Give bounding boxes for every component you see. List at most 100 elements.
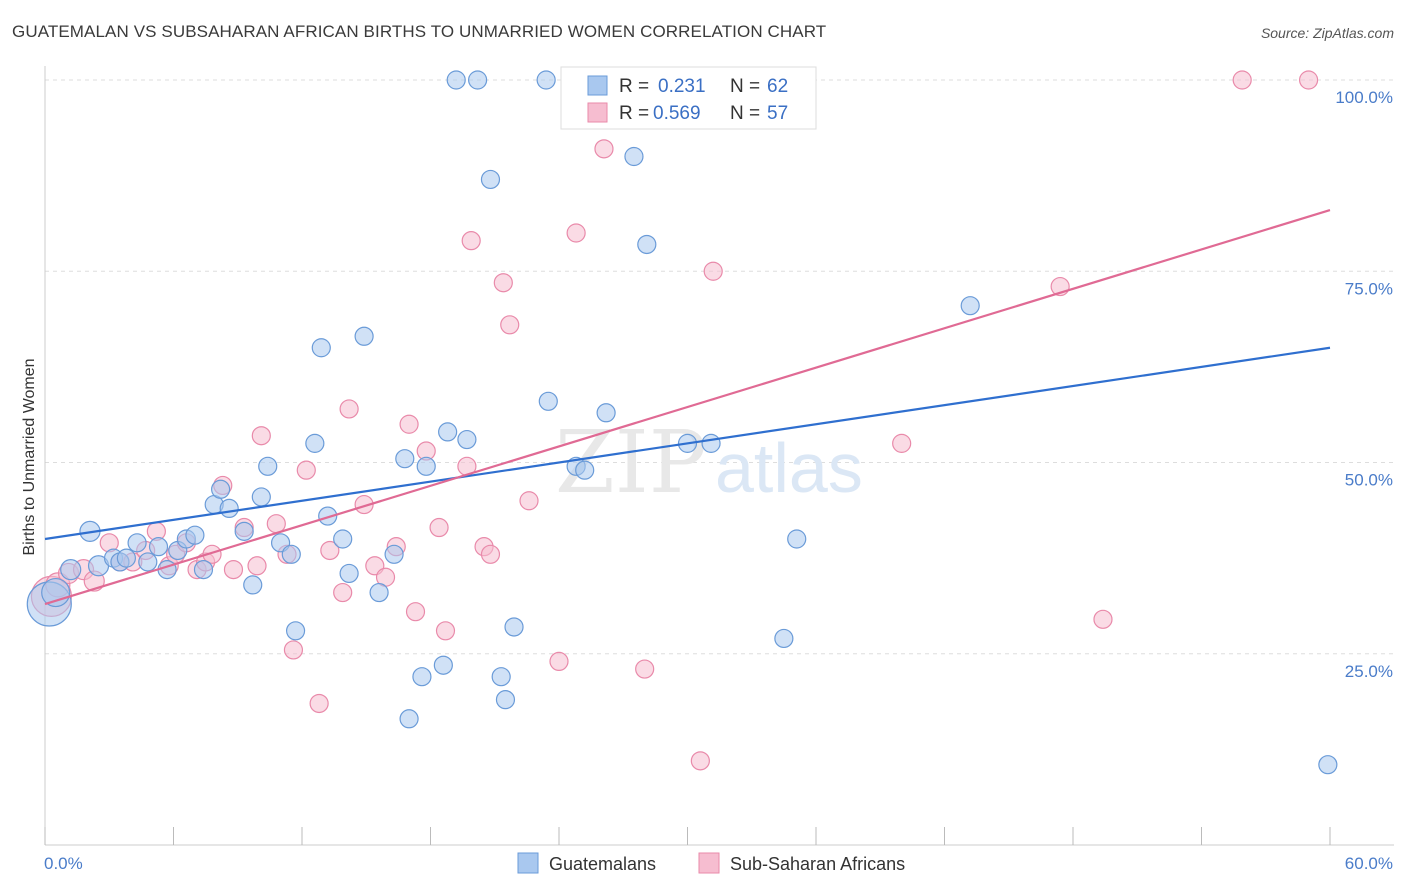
guatemalan-point xyxy=(211,479,231,499)
legend-r-label-1: R = xyxy=(619,76,649,97)
x-tick-label-min: 0.0% xyxy=(44,854,83,873)
guatemalan-point xyxy=(457,429,477,450)
guatemalan-point xyxy=(412,667,432,687)
sub-saharan-point xyxy=(1298,70,1319,90)
y-axis-label: Births to Unmarried Women xyxy=(21,358,38,555)
sub-saharan-point xyxy=(703,261,723,281)
guatemalan-point xyxy=(243,575,263,595)
legend-n-label-1: N = xyxy=(730,76,760,97)
legend-r-label-2: R = xyxy=(619,103,649,124)
guatemalan-point xyxy=(596,403,616,423)
sub-saharan-point xyxy=(429,517,449,538)
guatemalan-point xyxy=(433,655,453,675)
sub-saharan-point xyxy=(1232,70,1252,90)
guatemalan-point xyxy=(438,422,458,442)
sub-saharan-point xyxy=(519,491,539,511)
guatemalan-point xyxy=(495,690,516,710)
guatemalan-point xyxy=(138,552,158,572)
axes xyxy=(44,66,1394,846)
y-tick-label: 50.0% xyxy=(1345,471,1393,490)
guatemalan-point xyxy=(311,338,331,358)
tick-labels: 25.0% 50.0% 75.0% 100.0% 0.0% 60.0% xyxy=(44,88,1393,873)
guatemalan-point xyxy=(333,529,353,549)
source-label: Source: ZipAtlas.com xyxy=(1260,25,1394,41)
guatemalan-point xyxy=(305,433,325,453)
trend-line-sub-saharan xyxy=(44,208,1331,606)
guatemalan-point xyxy=(787,529,807,549)
legend-swatch-sub-saharan xyxy=(587,102,608,123)
guatemalan-point xyxy=(234,521,254,541)
sub-saharan-point xyxy=(566,223,586,243)
guatemalan-point xyxy=(504,617,524,637)
sub-saharan-point xyxy=(1093,609,1113,629)
legend-n-value-sub-saharan: 57 xyxy=(767,103,788,124)
sub-saharan-point xyxy=(320,540,340,561)
sub-saharan-point xyxy=(309,693,329,714)
sub-saharan-point xyxy=(549,651,569,672)
guatemalan-point xyxy=(491,667,511,687)
guatemalan-point xyxy=(384,544,404,564)
guatemalan-point xyxy=(285,621,306,641)
guatemalan-point xyxy=(774,628,794,649)
guatemalan-point xyxy=(60,558,82,581)
trend-line-guatemalans xyxy=(44,346,1331,541)
sub-saharan-point xyxy=(461,231,481,251)
y-tick-label: 75.0% xyxy=(1345,279,1393,298)
guatemalan-point xyxy=(185,525,205,545)
legend-box: R = 0.231 N = 62 R = 0.569 N = 57 xyxy=(560,66,817,130)
guatemalan-point xyxy=(637,234,657,255)
guatemalan-point xyxy=(339,563,359,584)
watermark-atlas: atlas xyxy=(715,429,863,507)
sub-saharan-point xyxy=(435,621,456,641)
sub-saharan-point xyxy=(339,399,359,419)
guatemalan-point xyxy=(960,296,980,316)
bottom-legend-swatch-guatemalans xyxy=(517,852,539,874)
guatemalan-point xyxy=(468,70,488,90)
sub-saharan-point xyxy=(283,640,304,660)
guatemalan-point xyxy=(416,456,436,476)
sub-saharan-point xyxy=(892,433,912,453)
sub-saharan-point xyxy=(247,556,267,576)
guatemalan-point xyxy=(1318,755,1338,775)
sub-saharan-point xyxy=(333,582,353,603)
sub-saharan-point xyxy=(251,426,271,446)
legend-swatch-guatemalans xyxy=(587,75,608,96)
guatemalan-point xyxy=(251,487,271,507)
grid-lines xyxy=(45,79,1394,655)
trend-lines xyxy=(44,208,1331,606)
legend-r-value-sub-saharan: 0.569 xyxy=(653,103,701,124)
sub-saharan-point xyxy=(296,460,316,480)
x-tick-label-max: 60.0% xyxy=(1345,854,1393,873)
guatemalan-point xyxy=(281,544,301,564)
guatemalan-point xyxy=(354,326,374,346)
legend-n-label-2: N = xyxy=(730,103,760,124)
legend-n-value-guatemalans: 62 xyxy=(767,76,788,97)
sub-saharan-point xyxy=(223,559,244,580)
sub-saharan-point xyxy=(202,544,222,564)
guatemalan-point xyxy=(536,70,556,90)
guatemalan-point xyxy=(538,391,558,411)
sub-saharan-point xyxy=(399,414,419,434)
guatemalan-point xyxy=(399,709,419,729)
chart-title: GUATEMALAN VS SUBSAHARAN AFRICAN BIRTHS … xyxy=(12,22,827,41)
bottom-legend: Guatemalans Sub-Saharan Africans xyxy=(517,852,905,874)
bottom-legend-sub-saharan: Sub-Saharan Africans xyxy=(730,854,905,874)
guatemalan-point xyxy=(127,533,147,553)
bottom-legend-swatch-sub-saharan xyxy=(698,852,720,874)
watermark: ZIP atlas xyxy=(555,413,863,513)
guatemalan-point xyxy=(480,169,501,190)
guatemalan-point xyxy=(116,548,136,568)
sub-saharan-point xyxy=(500,315,520,335)
y-tick-label: 100.0% xyxy=(1335,88,1393,107)
guatemalan-point xyxy=(624,146,644,167)
guatemalan-point xyxy=(701,433,721,453)
sub-saharan-point xyxy=(594,139,614,159)
bottom-legend-guatemalans: Guatemalans xyxy=(549,854,656,874)
guatemalan-point xyxy=(575,460,595,480)
sub-saharan-point xyxy=(690,751,710,771)
sub-saharan-point xyxy=(480,544,501,564)
guatemalan-point xyxy=(446,70,466,90)
sub-saharan-point xyxy=(493,273,513,293)
guatemalan-point xyxy=(369,582,389,603)
